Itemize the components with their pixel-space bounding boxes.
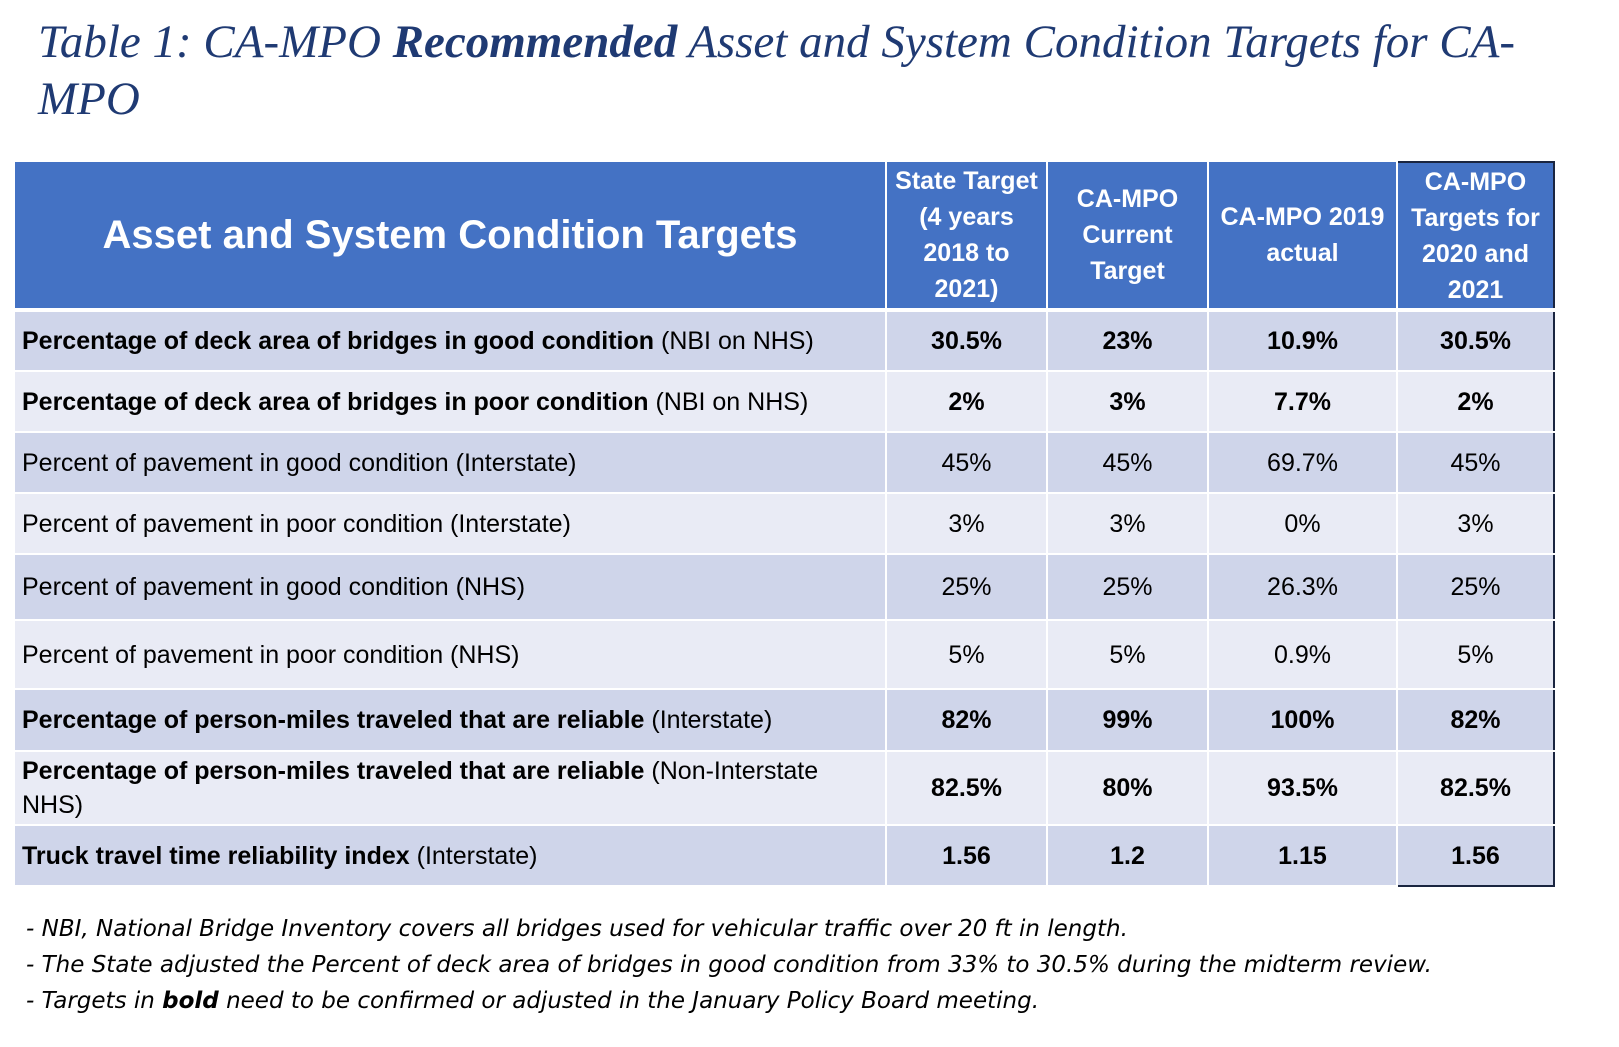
cell-2019-actual: 69.7% <box>1208 432 1398 494</box>
cell-2020-2021-target: 3% <box>1396 493 1555 555</box>
row-label-rest: Percent of pavement in good condition (N… <box>22 573 526 601</box>
cell-current-target: 45% <box>1047 432 1209 494</box>
cell-2019-actual: 93.5% <box>1208 751 1398 826</box>
row-label-bold: Percentage of person-miles traveled that… <box>22 706 645 734</box>
row-label-bold: Percentage of deck area of bridges in go… <box>22 327 655 355</box>
table-row: Percentage of deck area of bridges in po… <box>15 371 1555 433</box>
cell-current-target: 99% <box>1047 689 1209 752</box>
row-label: Percentage of deck area of bridges in po… <box>15 371 887 433</box>
note-nbi: - NBI, National Bridge Inventory covers … <box>26 916 1128 942</box>
page-title: Table 1: CA-MPO Recommended Asset and Sy… <box>38 14 1578 128</box>
table-row: Percentage of person-miles traveled that… <box>15 751 1555 826</box>
cell-state-target: 82.5% <box>886 751 1048 826</box>
cell-2019-actual: 26.3% <box>1208 554 1398 621</box>
row-label-rest: Percent of pavement in poor condition (I… <box>22 509 571 538</box>
cell-state-target: 3% <box>886 493 1048 555</box>
cell-2019-actual: 0.9% <box>1208 620 1398 690</box>
row-label: Percentage of person-miles traveled that… <box>15 751 887 826</box>
cell-2020-2021-target: 45% <box>1396 432 1555 494</box>
cell-current-target: 23% <box>1047 310 1209 372</box>
cell-2019-actual: 1.15 <box>1208 825 1398 887</box>
cell-current-target: 5% <box>1047 620 1209 690</box>
row-label: Percentage of person-miles traveled that… <box>15 689 887 752</box>
cell-current-target: 1.2 <box>1047 825 1209 887</box>
row-label-rest: (Interstate) <box>409 841 538 870</box>
cell-2020-2021-target: 82% <box>1396 689 1555 752</box>
table-row: Percent of pavement in poor condition (N… <box>15 620 1555 690</box>
header-asset-targets: Asset and System Condition Targets <box>15 162 887 312</box>
table-row: Percent of pavement in poor condition (I… <box>15 493 1555 555</box>
row-label-rest: Percent of pavement in good condition (I… <box>22 448 577 477</box>
cell-state-target: 5% <box>886 620 1048 690</box>
table-row: Truck travel time reliability index (Int… <box>15 825 1555 887</box>
table-row: Percentage of person-miles traveled that… <box>15 689 1555 752</box>
cell-current-target: 80% <box>1047 751 1209 826</box>
cell-2019-actual: 0% <box>1208 493 1398 555</box>
cell-2019-actual: 100% <box>1208 689 1398 752</box>
row-label: Percent of pavement in good condition (N… <box>15 554 887 621</box>
row-label-bold: Percentage of person-miles traveled that… <box>22 757 645 785</box>
cell-2020-2021-target: 30.5% <box>1396 310 1555 372</box>
row-label: Percent of pavement in poor condition (N… <box>15 620 887 690</box>
cell-current-target: 3% <box>1047 371 1209 433</box>
row-label: Percentage of deck area of bridges in go… <box>15 310 887 372</box>
cell-current-target: 3% <box>1047 493 1209 555</box>
table-row: Percent of pavement in good condition (I… <box>15 432 1555 494</box>
cell-state-target: 25% <box>886 554 1048 621</box>
targets-table: Asset and System Condition Targets State… <box>15 161 1555 887</box>
table-row: Percentage of deck area of bridges in go… <box>15 310 1555 372</box>
row-label-bold: Truck travel time reliability index <box>22 841 410 870</box>
table-header-row: Asset and System Condition Targets State… <box>15 161 1555 312</box>
cell-2020-2021-target: 82.5% <box>1396 751 1555 826</box>
table-row: Percent of pavement in good condition (N… <box>15 554 1555 621</box>
table-notes: - NBI, National Bridge Inventory covers … <box>26 911 1586 1019</box>
cell-state-target: 82% <box>886 689 1048 752</box>
note-midterm-adjustment: - The State adjusted the Percent of deck… <box>26 952 1432 978</box>
row-label-rest: (Interstate) <box>644 706 773 734</box>
note-bold-suffix: need to be confirmed or adjusted in the … <box>218 988 1040 1014</box>
header-2020-2021-targets: CA-MPO Targets for 2020 and 2021 <box>1396 161 1555 312</box>
note-bold-word: bold <box>162 988 219 1014</box>
row-label-rest: (NBI on NHS) <box>654 327 814 355</box>
cell-2020-2021-target: 25% <box>1396 554 1555 621</box>
title-suffix: Asset and System Condition Targets for C… <box>38 16 1516 125</box>
row-label: Percent of pavement in good condition (I… <box>15 432 887 494</box>
row-label: Percent of pavement in poor condition (I… <box>15 493 887 555</box>
row-label-rest: (NBI on NHS) <box>648 387 809 416</box>
cell-2020-2021-target: 1.56 <box>1396 825 1555 887</box>
cell-2019-actual: 7.7% <box>1208 371 1398 433</box>
note-bold-prefix: - Targets in <box>26 988 163 1014</box>
row-label: Truck travel time reliability index (Int… <box>15 825 887 887</box>
cell-state-target: 30.5% <box>886 310 1048 372</box>
cell-state-target: 45% <box>886 432 1048 494</box>
cell-2019-actual: 10.9% <box>1208 310 1398 372</box>
header-state-target: State Target (4 years 2018 to 2021) <box>886 162 1048 312</box>
cell-state-target: 1.56 <box>886 825 1048 887</box>
cell-2020-2021-target: 5% <box>1396 620 1555 690</box>
title-emphasis: Recommended <box>392 16 678 68</box>
row-label-rest: (Non-Interstate NHS) <box>22 757 819 819</box>
title-prefix: Table 1: CA-MPO <box>38 16 393 68</box>
header-2019-actual: CA-MPO 2019 actual <box>1208 162 1398 312</box>
row-label-rest: Percent of pavement in poor condition (N… <box>22 640 520 669</box>
cell-current-target: 25% <box>1047 554 1209 621</box>
cell-state-target: 2% <box>886 371 1048 433</box>
note-bold-targets: - Targets in bold need to be confirmed o… <box>26 983 1586 1019</box>
header-current-target: CA-MPO Current Target <box>1047 162 1209 312</box>
cell-2020-2021-target: 2% <box>1396 371 1555 433</box>
row-label-bold: Percentage of deck area of bridges in po… <box>22 387 649 416</box>
